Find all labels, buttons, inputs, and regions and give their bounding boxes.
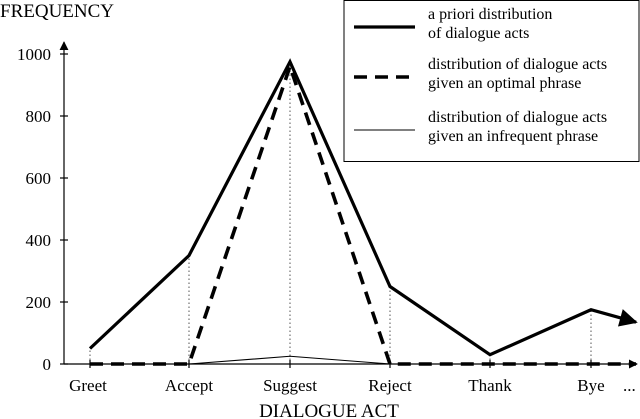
legend-label-thick-solid: of dialogue acts [428,25,529,42]
x-tick-label-thank: Thank [468,376,512,395]
y-tick-label-800: 800 [26,107,52,126]
series-line-thick-dashed [90,60,636,366]
y-tick-label-200: 200 [26,293,52,312]
y-tick-label-1000: 1000 [17,45,51,64]
tick-labels: 0 200 400 600 800 1000 Greet Accept Suggest Rejec… [17,45,605,395]
y-axis-title: FREQUENCY [0,1,114,22]
x-tick-label-suggest: Suggest [263,376,317,395]
x-tick-label-bye: Bye [577,376,604,395]
legend-label-thin-solid: given an infrequent phrase [428,128,598,145]
legend-label-thick-dashed: given an optimal phrase [428,75,581,92]
y-tick-label-0: 0 [43,355,52,374]
x-tick-label-reject: Reject [368,376,412,395]
legend-label-thin-solid: distribution of dialogue acts [428,109,607,126]
x-axis-title: DIALOGUE ACT [259,401,399,419]
legend: a priori distribution of dialogue acts dis… [343,0,640,162]
y-tick-label-400: 400 [26,231,52,250]
series-line-thick-solid [88,58,638,357]
series-lines [88,58,638,366]
y-tick-label-600: 600 [26,169,52,188]
legend-label-thick-dashed: distribution of dialogue acts [428,56,607,73]
x-axis-continuation: ... [623,376,636,395]
legend-label-thick-solid: a priori distribution [428,6,552,23]
x-tick-label-greet: Greet [69,376,107,395]
x-tick-label-accept: Accept [165,376,213,395]
gridlines [89,61,592,364]
